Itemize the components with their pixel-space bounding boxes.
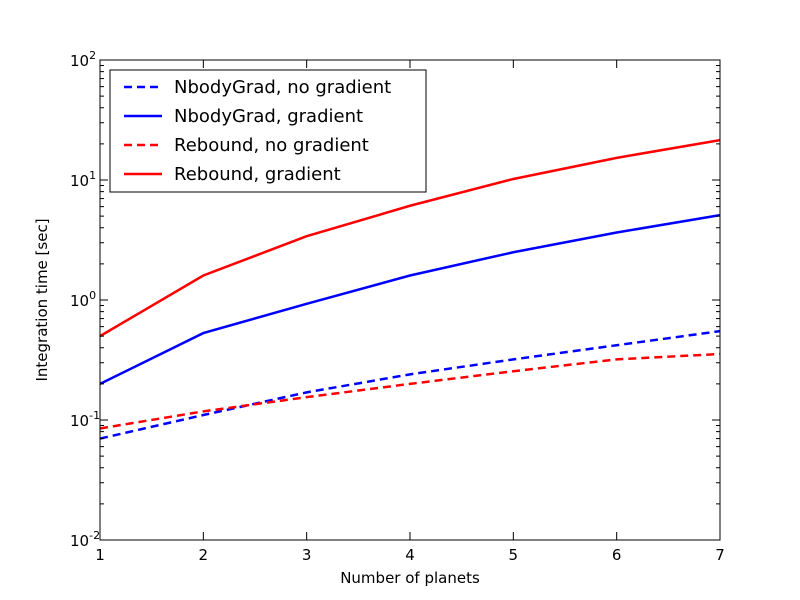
y-axis-label: Integration time [sec] — [33, 218, 51, 381]
x-tick-label: 6 — [612, 546, 622, 564]
series-line-3 — [99, 138, 721, 338]
x-tick-label: 2 — [199, 546, 209, 564]
legend-label-1: NbodyGrad, gradient — [174, 106, 363, 127]
legend-label-3: Rebound, gradient — [174, 164, 341, 185]
x-tick-label: 3 — [302, 546, 312, 564]
series-layer — [99, 138, 721, 440]
y-tick-label: 101 — [70, 169, 96, 190]
y-tick-label: 10-1 — [70, 409, 100, 430]
x-tick-label: 1 — [95, 546, 105, 564]
x-axis-label: Number of planets — [340, 569, 480, 587]
legend: NbodyGrad, no gradient NbodyGrad, gradien… — [109, 69, 427, 193]
series-line-1 — [99, 213, 721, 386]
legend-label-2: Rebound, no gradient — [174, 135, 369, 156]
y-tick-label: 10-2 — [70, 529, 100, 550]
y-tick-label: 102 — [70, 49, 96, 70]
x-tick-label: 5 — [509, 546, 519, 564]
legend-label-0: NbodyGrad, no gradient — [174, 77, 391, 98]
series-line-0 — [99, 329, 721, 440]
x-tick-label: 4 — [405, 546, 415, 564]
y-axis-ticks: 10-2 10-1 100 101 102 — [70, 49, 720, 550]
y-tick-label: 100 — [70, 289, 96, 310]
x-tick-label: 7 — [715, 546, 725, 564]
series-line-2 — [99, 352, 721, 430]
legend-box — [109, 69, 427, 193]
x-axis-ticks: 1 2 3 4 5 6 7 — [95, 60, 725, 564]
